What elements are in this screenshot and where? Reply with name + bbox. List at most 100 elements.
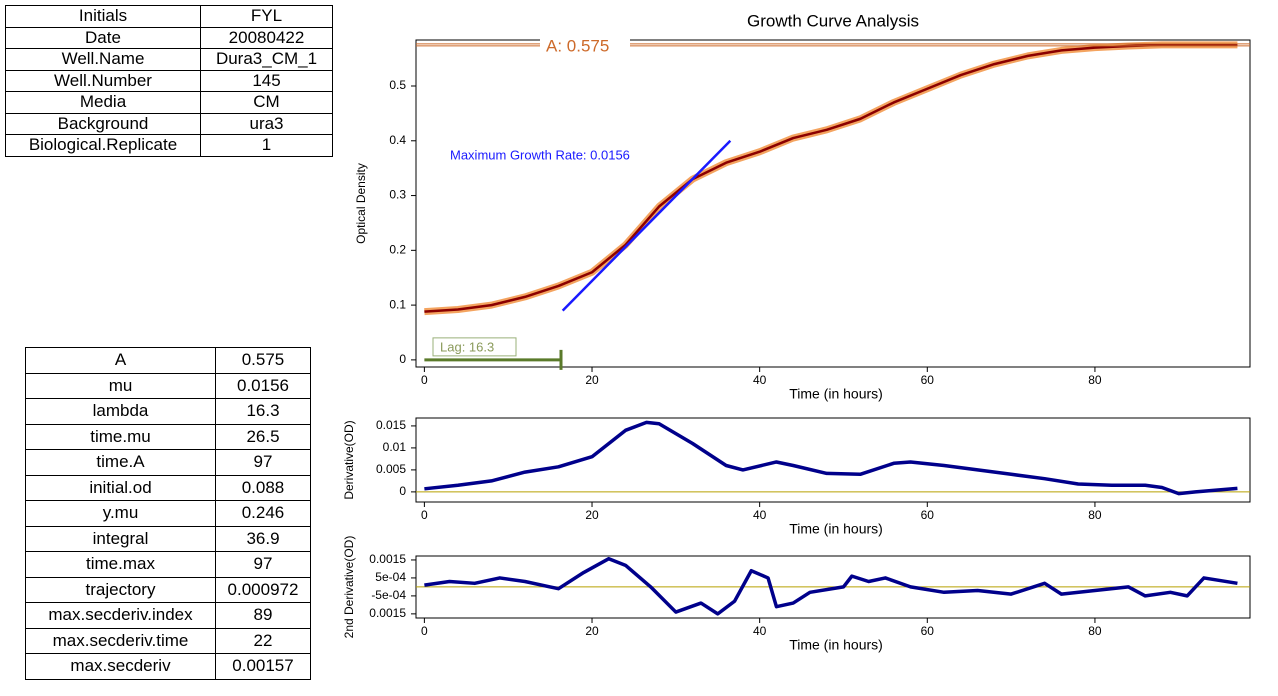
table-row: max.secderiv 0.00157 [25, 653, 311, 680]
x-tick-label: 40 [753, 508, 767, 522]
line-halo [424, 41, 1238, 316]
table-row: trajectory 0.000972 [25, 576, 311, 603]
label-cell: Background [5, 112, 201, 135]
y-tick-label: 0.0015 [369, 606, 406, 620]
x-tick-label: 80 [1088, 508, 1102, 522]
label-cell: max.secderiv [25, 653, 216, 680]
x-tick-label: 20 [585, 624, 599, 638]
y-tick-label: 0.5 [389, 78, 406, 92]
value-cell: 0.575 [215, 347, 311, 374]
y-tick-label: 0.015 [376, 418, 406, 432]
table-row: integral 36.9 [25, 525, 311, 552]
label-cell: initial.od [25, 474, 216, 501]
table-row: max.secderiv.index 89 [25, 602, 311, 629]
table-row: max.secderiv.time 22 [25, 627, 311, 654]
table-row: Well.Name Dura3_CM_1 [5, 48, 333, 71]
label-cell: Well.Number [5, 69, 201, 92]
x-tick-label: 20 [585, 508, 599, 522]
y-tick-label: 0.2 [389, 243, 406, 257]
asymptote-label: A: 0.575 [546, 36, 609, 55]
plot-frame [415, 417, 1251, 503]
x-tick-label: 60 [921, 373, 935, 387]
x-axis-label: Time (in hours) [789, 637, 883, 653]
x-tick-label: 80 [1088, 373, 1102, 387]
tangent-label: Maximum Growth Rate: 0.0156 [450, 147, 630, 162]
value-cell: 0.246 [215, 500, 311, 527]
x-tick-label: 40 [753, 624, 767, 638]
x-tick-label: 60 [921, 508, 935, 522]
label-cell: trajectory [25, 576, 216, 603]
label-cell: Biological.Replicate [5, 134, 201, 157]
table-row: Well.Number 145 [5, 69, 333, 92]
x-axis-label: Time (in hours) [789, 386, 883, 402]
value-cell: 0.088 [215, 474, 311, 501]
value-cell: FYL [200, 5, 333, 28]
table-row: Background ura3 [5, 112, 333, 135]
x-tick-label: 0 [421, 373, 428, 387]
x-tick-label: 40 [753, 373, 767, 387]
table-row: time.A 97 [25, 449, 311, 476]
chart-title: Growth Curve Analysis [747, 11, 919, 30]
y-tick-label: -5e-04 [371, 588, 406, 602]
value-cell: 0.0156 [215, 372, 311, 399]
label-bg [540, 35, 630, 54]
label-cell: Well.Name [5, 48, 201, 71]
x-tick-label: 0 [421, 508, 428, 522]
table-row: time.max 97 [25, 551, 311, 578]
value-cell: 36.9 [215, 525, 311, 552]
plot-frame [415, 39, 1251, 368]
y-tick-label: 0.01 [383, 440, 407, 454]
lag-box [432, 337, 517, 357]
value-cell: Dura3_CM_1 [200, 48, 333, 71]
label-cell: y.mu [25, 500, 216, 527]
label-cell: Date [5, 26, 201, 49]
y-tick-label: 0 [399, 352, 406, 366]
x-tick-label: 20 [585, 373, 599, 387]
value-cell: ura3 [200, 112, 333, 135]
value-cell: 22 [215, 627, 311, 654]
x-tick-label: 80 [1088, 624, 1102, 638]
label-cell: A [25, 347, 216, 374]
data-line [424, 43, 1238, 313]
x-tick-label: 0 [421, 624, 428, 638]
tangent-line [561, 139, 732, 312]
table-row: Media CM [5, 91, 333, 114]
label-cell: integral [25, 525, 216, 552]
value-cell: 1 [200, 134, 333, 157]
table-row: time.mu 26.5 [25, 423, 311, 450]
label-cell: time.max [25, 551, 216, 578]
table-row: Initials FYL [5, 5, 333, 28]
y-tick-label: 0.005 [376, 462, 406, 476]
info-table: Initials FYL Date 20080422 Well.Name Dura3_CM… [5, 5, 333, 157]
y-tick-label: 0.3 [389, 188, 406, 202]
value-cell: 20080422 [200, 26, 333, 49]
data-line [424, 420, 1238, 496]
label-cell: time.A [25, 449, 216, 476]
y-tick-label: 0.0015 [369, 552, 406, 566]
value-cell: 145 [200, 69, 333, 92]
table-row: lambda 16.3 [25, 398, 311, 425]
y-tick-label: 0.1 [389, 297, 406, 311]
value-cell: 0.000972 [215, 576, 311, 603]
label-cell: Initials [5, 5, 201, 28]
y-tick-label: 0.4 [389, 133, 406, 147]
param-table: A 0.575 mu 0.0156 lambda 16.3 time.mu 26.5 time.… [25, 347, 311, 680]
y-axis-label: 2nd Derivative(OD) [342, 536, 356, 639]
table-row: mu 0.0156 [25, 372, 311, 399]
label-cell: time.mu [25, 423, 216, 450]
plot-frame [415, 555, 1251, 619]
table-row: y.mu 0.246 [25, 500, 311, 527]
value-cell: 97 [215, 449, 311, 476]
table-row: Biological.Replicate 1 [5, 134, 333, 157]
value-cell: 16.3 [215, 398, 311, 425]
value-cell: CM [200, 91, 333, 114]
x-axis-label: Time (in hours) [789, 521, 883, 537]
label-cell: lambda [25, 398, 216, 425]
value-cell: 0.00157 [215, 653, 311, 680]
x-tick-label: 60 [921, 624, 935, 638]
y-tick-label: 5e-04 [375, 570, 406, 584]
value-cell: 89 [215, 602, 311, 629]
y-axis-label: Derivative(OD) [342, 420, 356, 499]
value-cell: 97 [215, 551, 311, 578]
value-cell: 26.5 [215, 423, 311, 450]
